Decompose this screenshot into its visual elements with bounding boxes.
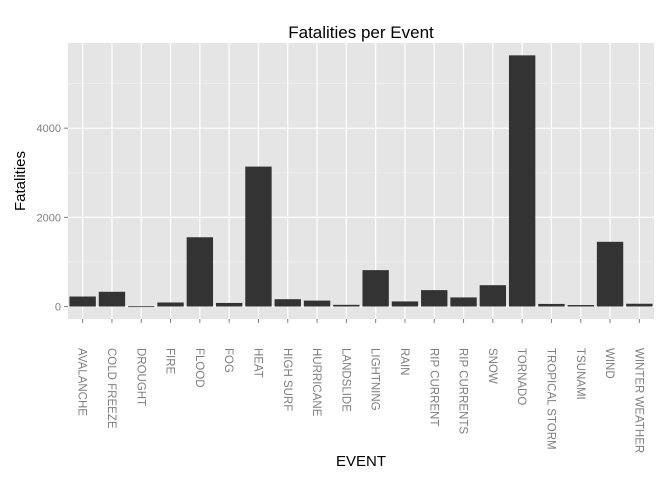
bar-cold-freeze xyxy=(98,291,126,307)
y-axis: 0 2000 4000 xyxy=(37,123,68,314)
x-tick-label: HEAT xyxy=(251,348,263,378)
bar-tropical-storm xyxy=(538,303,565,307)
y-axis-title: Fatalities xyxy=(12,151,29,211)
x-tick-label: COLD FREEZE xyxy=(105,348,117,429)
bar-flood xyxy=(186,237,214,307)
bar-tornado xyxy=(508,55,536,307)
x-tick-label: LANDSLIDE xyxy=(339,348,351,412)
bar-drought xyxy=(128,306,155,308)
x-tick-label: RIP CURRENTS xyxy=(457,348,469,434)
x-tick-label: AVALANCHE xyxy=(76,348,88,416)
x-tick-label: FLOOD xyxy=(193,348,205,388)
bar-tsunami xyxy=(567,305,594,307)
x-tick-label: TSUNAMI xyxy=(574,348,586,400)
x-tick-label: RAIN xyxy=(398,348,410,375)
x-tick-label: TORNADO xyxy=(515,348,527,405)
bar-fire xyxy=(157,302,184,307)
plot-panel xyxy=(68,43,654,319)
x-axis: AVALANCHE COLD FREEZE DROUGHT FIRE FLOOD FOG H… xyxy=(76,319,644,453)
bar-landslide xyxy=(333,304,360,307)
x-tick-label: HURRICANE xyxy=(310,348,322,417)
chart-title: Fatalities per Event xyxy=(288,23,434,42)
x-tick-label: DROUGHT xyxy=(134,348,146,406)
y-tick-label: 2000 xyxy=(37,212,61,224)
bars xyxy=(69,55,653,308)
bar-heat xyxy=(245,166,272,307)
bar-rip-current xyxy=(421,290,448,307)
bar-winter-weather xyxy=(626,303,653,307)
x-tick-label: SNOW xyxy=(486,348,498,384)
x-axis-title: EVENT xyxy=(336,453,386,470)
bar-hurricane xyxy=(303,300,331,307)
y-tick-label: 4000 xyxy=(37,123,61,135)
x-tick-label: WINTER WEATHER xyxy=(632,348,644,453)
x-tick-label: RIP CURRENT xyxy=(427,348,439,426)
x-tick-label: WIND xyxy=(603,348,615,379)
bar-fog xyxy=(215,302,243,307)
bar-high-surf xyxy=(274,299,301,307)
y-tick-label: 0 xyxy=(55,302,61,314)
bar-snow xyxy=(479,285,507,307)
x-tick-label: HIGH SURF xyxy=(281,348,293,411)
x-tick-label: FIRE xyxy=(164,348,176,375)
x-tick-label: LIGHTNING xyxy=(369,348,381,411)
bar-avalanche xyxy=(69,296,96,307)
x-tick-label: TROPICAL STORM xyxy=(544,348,556,450)
bar-wind xyxy=(596,241,624,307)
x-tick-label: FOG xyxy=(222,348,234,373)
bar-rip-currents xyxy=(450,297,477,307)
bar-lightning xyxy=(362,270,389,307)
bar-rain xyxy=(391,301,419,307)
